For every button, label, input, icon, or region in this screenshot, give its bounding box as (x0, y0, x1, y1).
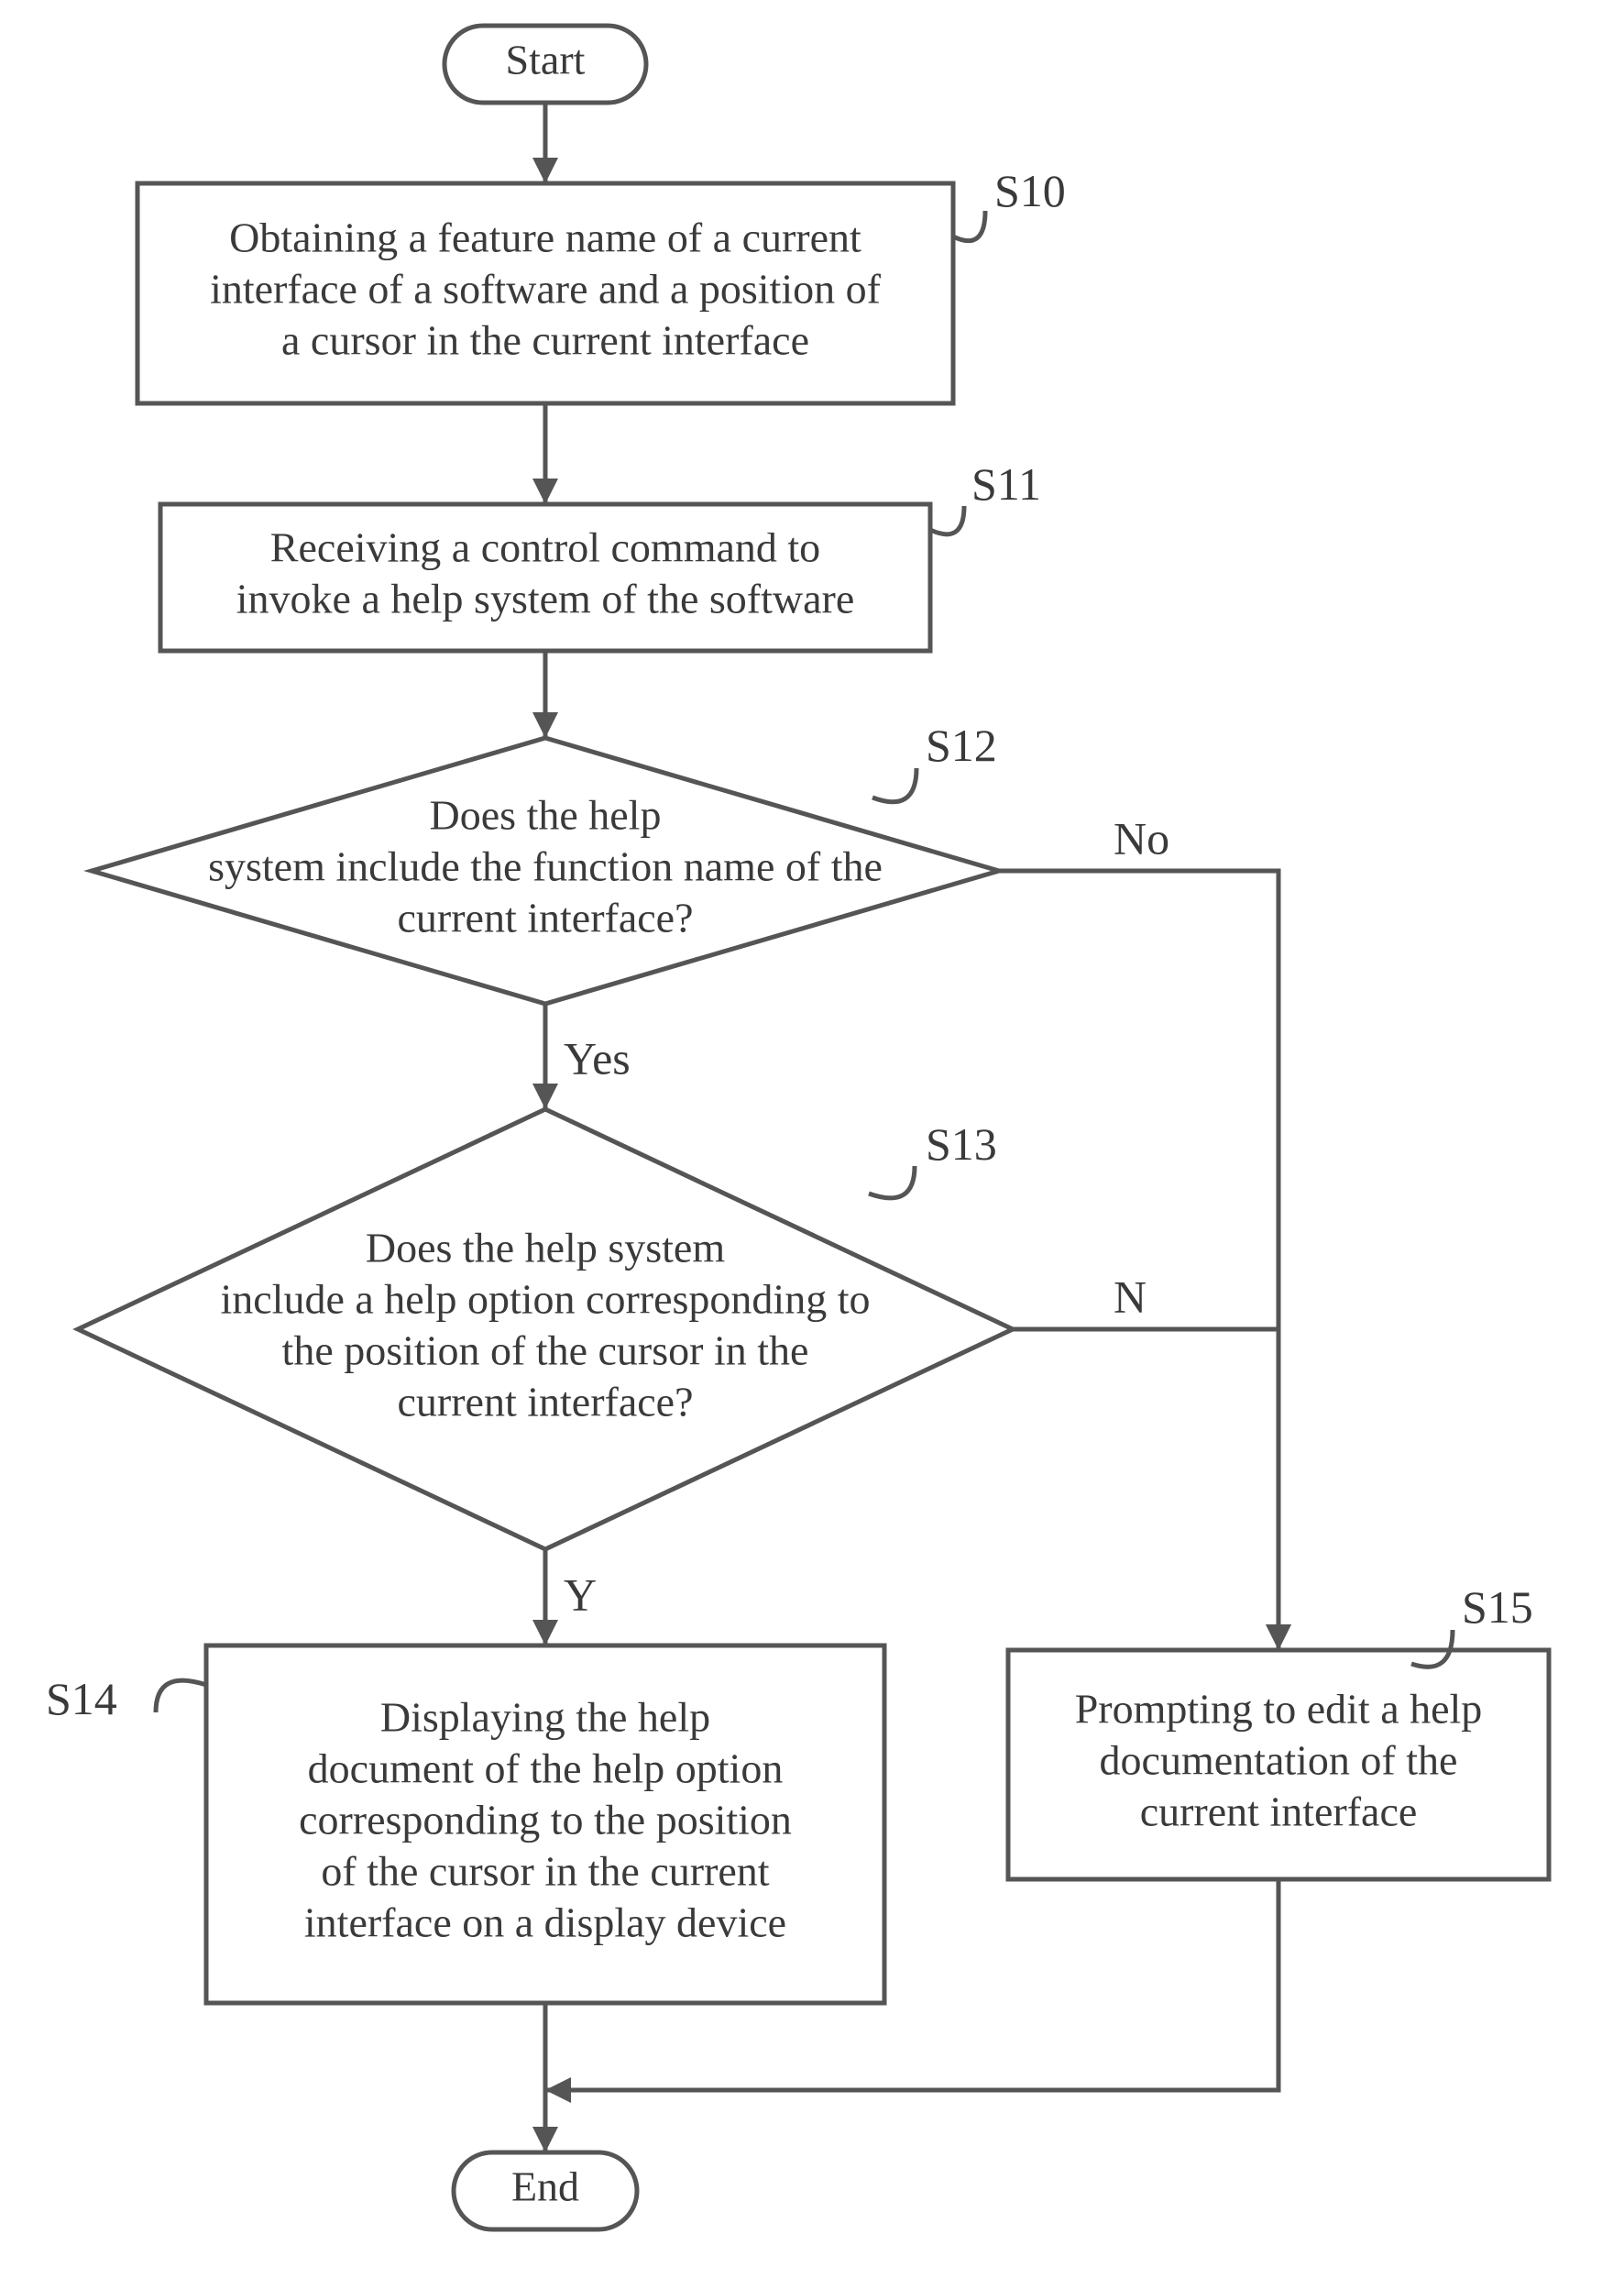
s12-no-to-s15-label: No (1114, 812, 1169, 864)
callout-s13 (869, 1166, 915, 1198)
node-end-line-0: End (511, 2163, 579, 2210)
node-s13: Does the help system include a help optio… (78, 1109, 1013, 1549)
node-s14-line-0: Displaying the help (380, 1694, 710, 1741)
step-label-s10: S10 (994, 165, 1066, 216)
arrowhead (532, 1084, 558, 1109)
node-s11-line-0: Receiving a control command to (270, 524, 820, 571)
node-s10-line-1: interface of a software and a position o… (210, 266, 882, 313)
node-start: Start (444, 26, 646, 103)
node-s13-line-2: the position of the cursor in the (282, 1327, 809, 1374)
s13-n-to-s15-label: N (1114, 1271, 1147, 1322)
node-s13-line-1: include a help option corresponding to (220, 1276, 870, 1323)
node-s10-line-2: a cursor in the current interface (281, 317, 809, 364)
node-s13-line-3: current interface? (397, 1379, 693, 1425)
node-s15: Prompting to edit a helpdocumentation of… (1008, 1650, 1549, 1879)
node-s14: Displaying the helpdocument of the help … (206, 1645, 884, 2003)
node-s12-line-0: Does the help (430, 792, 662, 839)
node-s15-line-2: current interface (1140, 1788, 1418, 1835)
step-label-s12: S12 (926, 720, 997, 771)
node-s15-line-1: documentation of the (1100, 1737, 1458, 1784)
node-s13-line-0: Does the help system (366, 1225, 725, 1271)
node-s10-line-0: Obtaining a feature name of a current (229, 215, 861, 261)
node-s12: Does the helpsystem include the function… (92, 738, 999, 1004)
node-start-line-0: Start (506, 37, 586, 83)
s13-y-to-s14-label: Y (564, 1568, 597, 1620)
node-s14-line-1: document of the help option (308, 1745, 784, 1792)
node-s11: Receiving a control command to invoke a h… (160, 504, 930, 651)
node-s12-line-1: system include the function name of the (208, 843, 883, 890)
callout-s11 (930, 506, 964, 534)
step-label-s13: S13 (926, 1118, 997, 1170)
arrowhead (532, 158, 558, 183)
flowchart: Yes No Y N Start Obtaining a feature name of … (0, 0, 1624, 2278)
arrowhead (532, 712, 558, 738)
node-end: End (454, 2152, 637, 2229)
arrowhead (545, 2077, 571, 2103)
s12-yes-to-s13-label: Yes (564, 1032, 631, 1084)
step-label-s14: S14 (46, 1673, 117, 1724)
node-s15-line-0: Prompting to edit a help (1075, 1686, 1483, 1733)
step-label-s15: S15 (1462, 1581, 1533, 1633)
arrowhead (532, 1620, 558, 1645)
node-s14-line-3: of the cursor in the current (321, 1848, 769, 1895)
node-s14-line-2: corresponding to the position (299, 1797, 792, 1843)
node-s11-line-1: invoke a help system of the software (236, 576, 854, 622)
node-s10: Obtaining a feature name of a current int… (137, 183, 953, 403)
arrowhead (532, 479, 558, 504)
callout-s10 (953, 211, 985, 241)
s13-n-to-s15 (1013, 1329, 1278, 1650)
step-label-s11: S11 (971, 458, 1041, 510)
s12-no-to-s15 (999, 871, 1278, 1650)
node-s12-line-2: current interface? (397, 895, 693, 941)
node-s14-line-4: interface on a display device (304, 1899, 786, 1946)
callout-s12 (872, 768, 916, 802)
callout-s14 (156, 1680, 206, 1712)
arrowhead (532, 2127, 558, 2152)
arrowhead (1266, 1624, 1291, 1650)
